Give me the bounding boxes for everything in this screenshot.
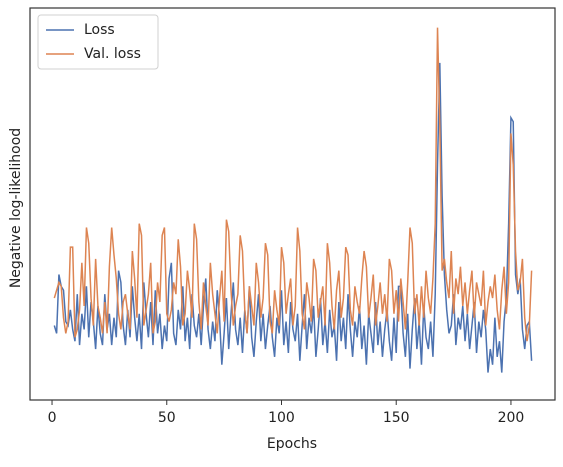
x-tick-label: 150 [383, 410, 410, 426]
legend-box [37, 14, 159, 70]
y-axis-label: Negative log-likelihood [8, 128, 24, 288]
x-tick-label: 100 [268, 410, 295, 426]
legend-label: Loss [84, 22, 115, 38]
line-series [53, 62, 533, 373]
x-tick-label: 200 [498, 410, 525, 426]
x-tick-label: 0 [48, 410, 57, 426]
legend-label: Val. loss [84, 46, 141, 62]
x-axis-label: Epochs [267, 436, 317, 452]
plot-frame [29, 7, 556, 401]
line-series [53, 27, 533, 342]
x-tick-label: 50 [158, 410, 176, 426]
